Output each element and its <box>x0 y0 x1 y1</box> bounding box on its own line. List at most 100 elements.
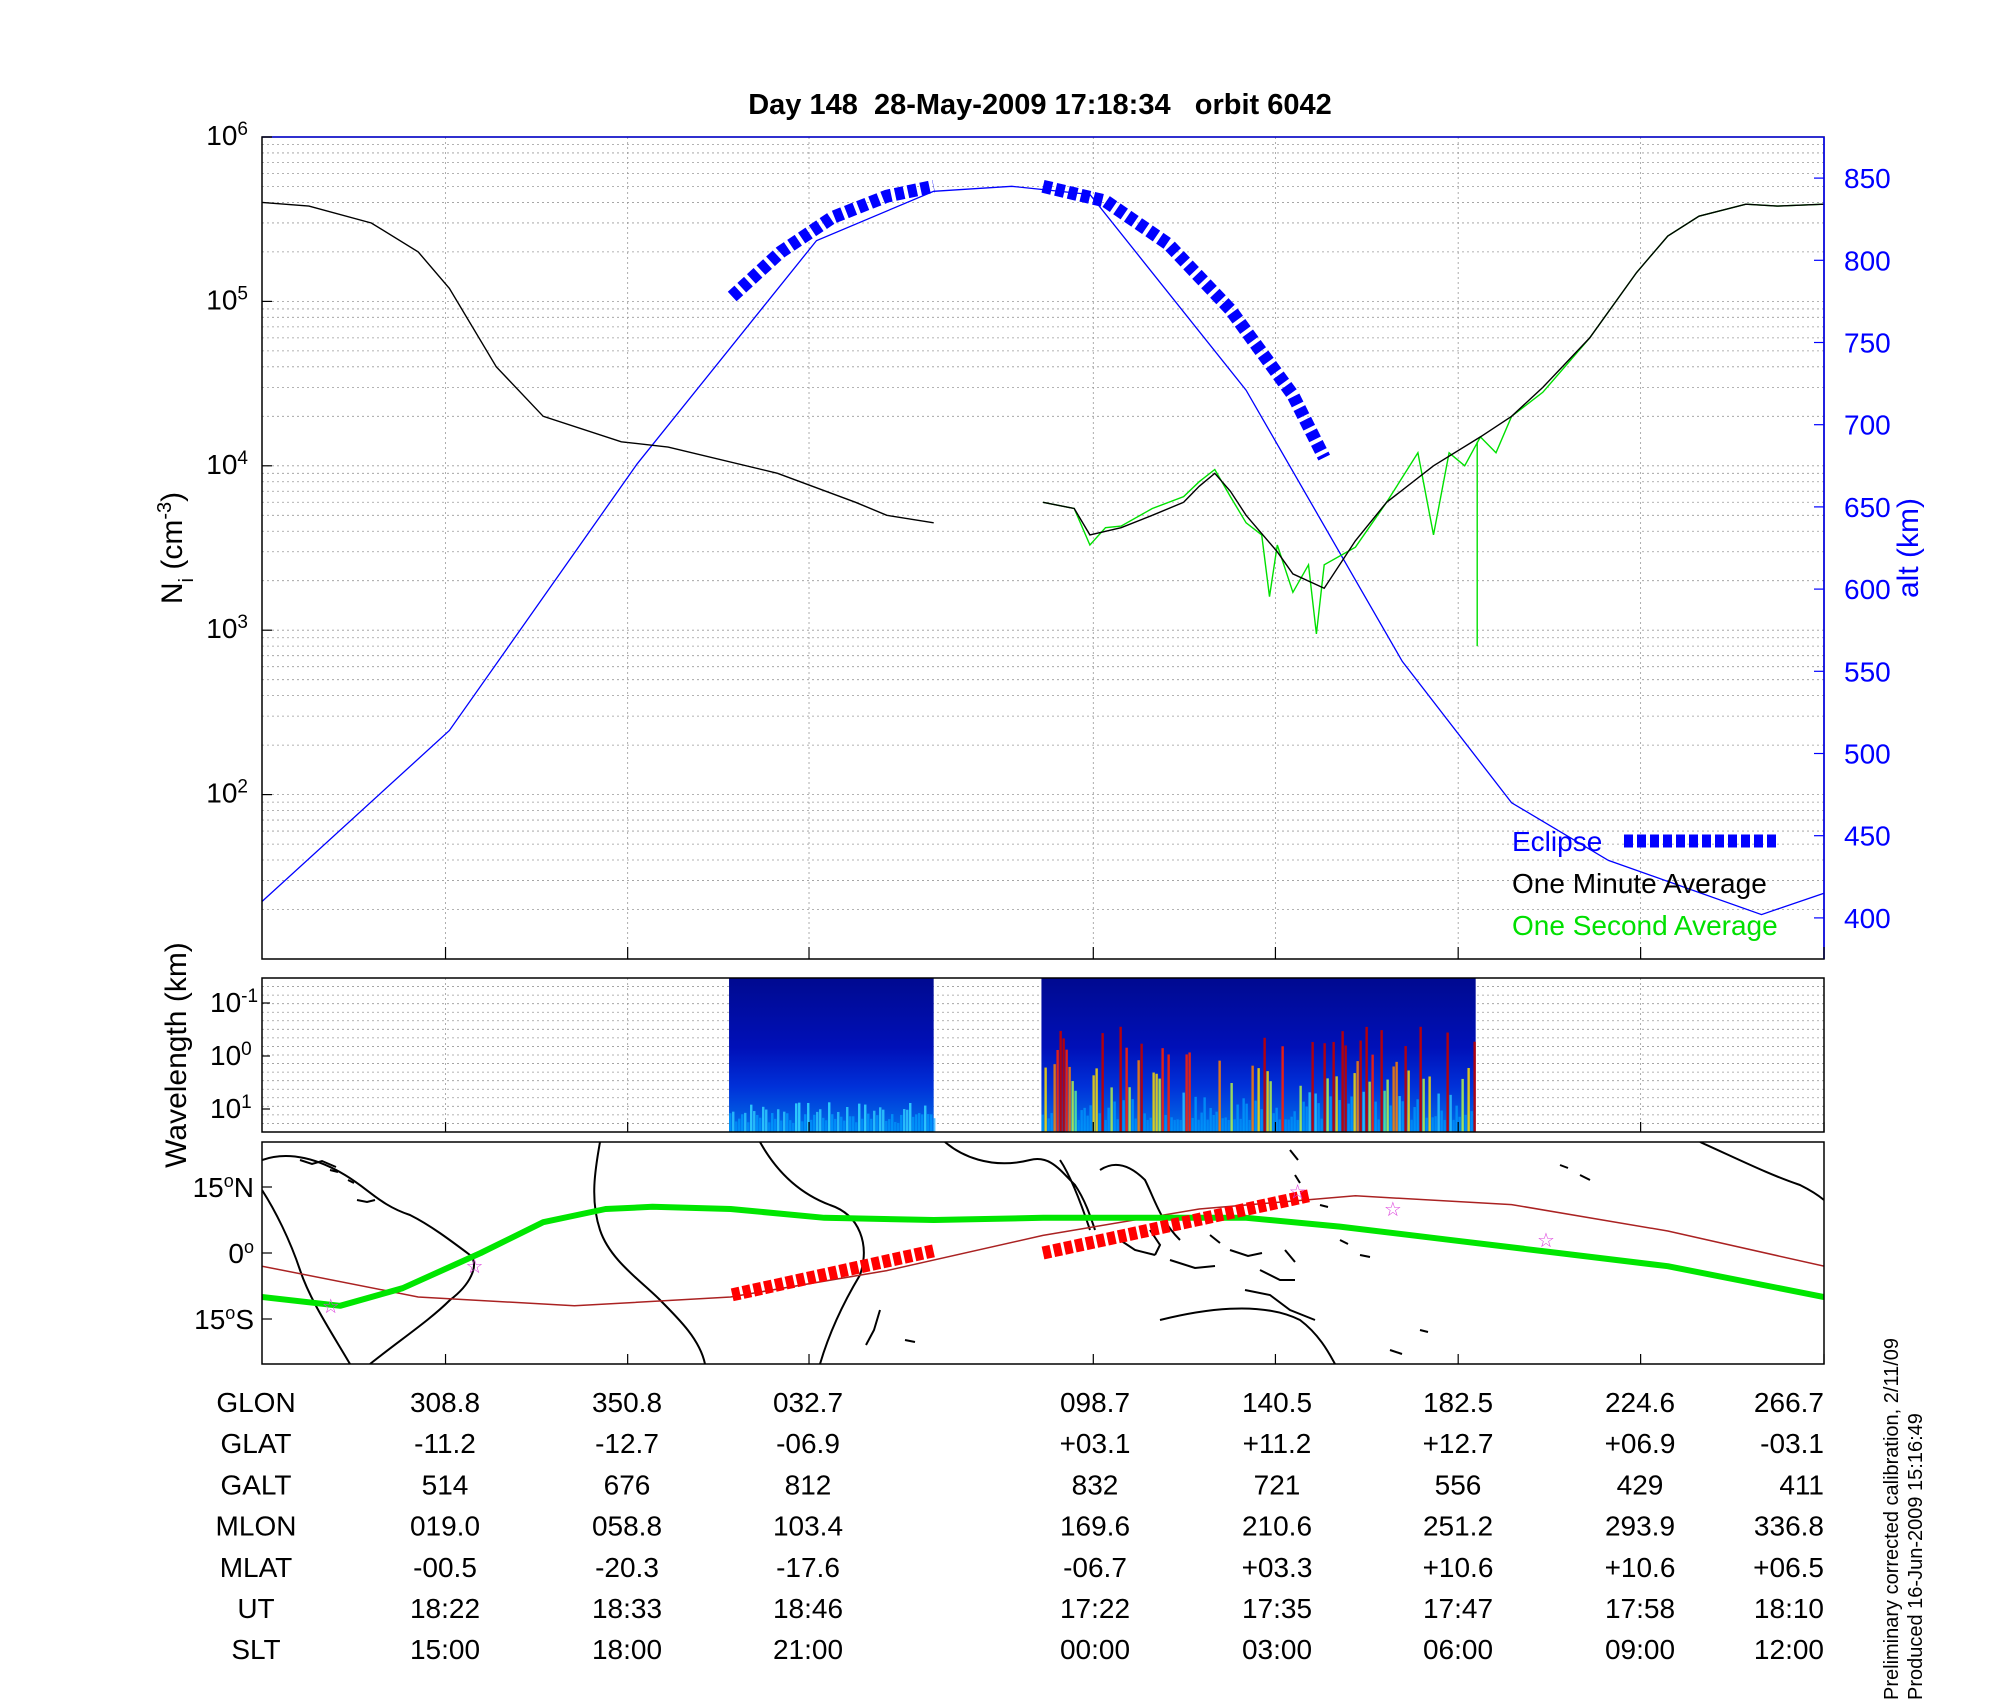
spectrogram-column <box>1215 1111 1218 1132</box>
latitude-tick-label: 0o <box>228 1237 254 1269</box>
spectrogram-column <box>1419 1026 1422 1132</box>
altitude-series <box>261 185 1825 916</box>
y-right-tick-label: 400 <box>1844 903 1891 934</box>
y-tick-label: 102 <box>206 776 248 809</box>
spectrogram-column <box>774 1118 777 1132</box>
spectrogram-column <box>1428 1076 1431 1132</box>
star-marker: ☆ <box>322 1296 340 1318</box>
table-cell: +06.5 <box>1753 1552 1824 1583</box>
spectrogram-column <box>798 1102 801 1132</box>
spectrogram-column <box>831 1114 834 1132</box>
spectrogram-column <box>1089 1105 1092 1132</box>
star-marker: ☆ <box>1384 1199 1402 1221</box>
y-right-tick-label: 450 <box>1844 821 1891 852</box>
spectrogram-column <box>1053 1064 1056 1132</box>
table-cell: 058.8 <box>592 1511 662 1542</box>
table-cell: 429 <box>1617 1469 1664 1500</box>
spectrogram-column <box>1335 1076 1338 1132</box>
spectrogram-column <box>1128 1087 1131 1132</box>
spectrogram-column <box>1080 1110 1083 1132</box>
table-cell: 293.9 <box>1605 1511 1675 1542</box>
spectrogram-column <box>1260 1109 1263 1132</box>
spectrogram-column <box>1155 1073 1158 1132</box>
spectrogram-column <box>1245 1103 1248 1132</box>
spectrogram-column <box>1203 1097 1206 1132</box>
spectrogram-column <box>1077 1119 1080 1132</box>
spectrogram-column <box>780 1120 783 1132</box>
table-cell: 12:00 <box>1754 1634 1824 1665</box>
y-tick-label: 103 <box>206 612 248 645</box>
spectrogram-column <box>1098 1113 1101 1132</box>
table-cell: +10.6 <box>1423 1552 1494 1583</box>
table-cell: 098.7 <box>1060 1387 1130 1418</box>
spectrogram-column <box>1380 1030 1383 1132</box>
star-marker: ☆ <box>1537 1230 1555 1252</box>
spectrogram-column <box>1434 1116 1437 1132</box>
spectrogram-column <box>1230 1083 1233 1132</box>
spectrogram-column <box>1287 1119 1290 1132</box>
table-cell: 18:10 <box>1754 1593 1824 1624</box>
table-cell: 06:00 <box>1423 1634 1493 1665</box>
spectrogram-column <box>1323 1043 1326 1132</box>
spectrogram-column <box>870 1118 873 1132</box>
spectrogram-column <box>1233 1119 1236 1132</box>
magnetic-equator-line <box>262 1195 1824 1307</box>
spectrogram-column <box>1368 1081 1371 1132</box>
eclipse-ground-track <box>1041 1189 1310 1260</box>
table-cell: 15:00 <box>410 1634 480 1665</box>
table-cell: +11.2 <box>1243 1428 1312 1459</box>
spectrogram-column <box>930 1114 933 1132</box>
spectrogram-column <box>1083 1107 1086 1132</box>
spectrogram-column <box>1284 1119 1287 1132</box>
spectrogram-column <box>1398 1096 1401 1132</box>
spectrogram-column <box>1317 1103 1320 1132</box>
spectrogram-column <box>1179 1119 1182 1132</box>
spectrogram-column <box>1356 1061 1359 1132</box>
table-row-label: GLON <box>216 1387 295 1418</box>
spectrogram-column <box>1149 1117 1152 1132</box>
spectrogram-column <box>861 1118 864 1132</box>
table-cell: -00.5 <box>413 1552 477 1583</box>
table-cell: 224.6 <box>1605 1387 1675 1418</box>
y-tick-label: 100 <box>210 1039 252 1072</box>
spectrogram-column <box>1401 1101 1404 1132</box>
spectrogram-column <box>1263 1037 1266 1132</box>
spectrogram-column <box>1050 1113 1053 1132</box>
spectrogram-column <box>1041 1114 1044 1132</box>
star-marker: ☆ <box>1289 1181 1307 1203</box>
table-cell: -12.7 <box>595 1428 659 1459</box>
spectrogram-column <box>1059 1030 1062 1132</box>
spectrogram-column <box>813 1114 816 1132</box>
table-row-label: GALT <box>220 1469 291 1500</box>
spectrogram-column <box>1293 1111 1296 1132</box>
spectrogram-column <box>786 1113 789 1132</box>
spectrogram-column <box>924 1105 927 1132</box>
spectrogram-column <box>732 1111 735 1132</box>
spectrogram-column <box>1458 1116 1461 1132</box>
spectrogram-column <box>1251 1065 1254 1132</box>
spectrogram-column <box>1074 1090 1077 1132</box>
table-cell: 210.6 <box>1242 1511 1312 1542</box>
spectrogram-column <box>1332 1041 1335 1132</box>
table-cell: 676 <box>604 1469 651 1500</box>
coastline-map <box>262 1142 1824 1364</box>
spectrogram-column <box>1371 1054 1374 1132</box>
y-axis-label-density: Ni (cm-3) <box>154 492 198 604</box>
table-cell: 21:00 <box>773 1634 843 1665</box>
table-cell: 019.0 <box>410 1511 480 1542</box>
spectrogram-column <box>918 1113 921 1132</box>
spectrogram-column <box>1062 1038 1065 1132</box>
table-cell: 103.4 <box>773 1511 843 1542</box>
spectrogram-column <box>849 1116 852 1132</box>
spectrogram-column <box>882 1109 885 1132</box>
spectrogram-column <box>1140 1043 1143 1132</box>
spectrogram-column <box>1239 1118 1242 1132</box>
spectrogram-column <box>765 1109 768 1132</box>
spectrogram-column <box>735 1121 738 1132</box>
spectrogram-column <box>1161 1048 1164 1132</box>
spectrogram-column <box>1338 1100 1341 1132</box>
spectrogram-column <box>858 1103 861 1132</box>
spectrogram-column <box>1383 1090 1386 1132</box>
spectrogram-segment <box>729 978 934 1132</box>
table-cell: +03.3 <box>1242 1552 1313 1583</box>
